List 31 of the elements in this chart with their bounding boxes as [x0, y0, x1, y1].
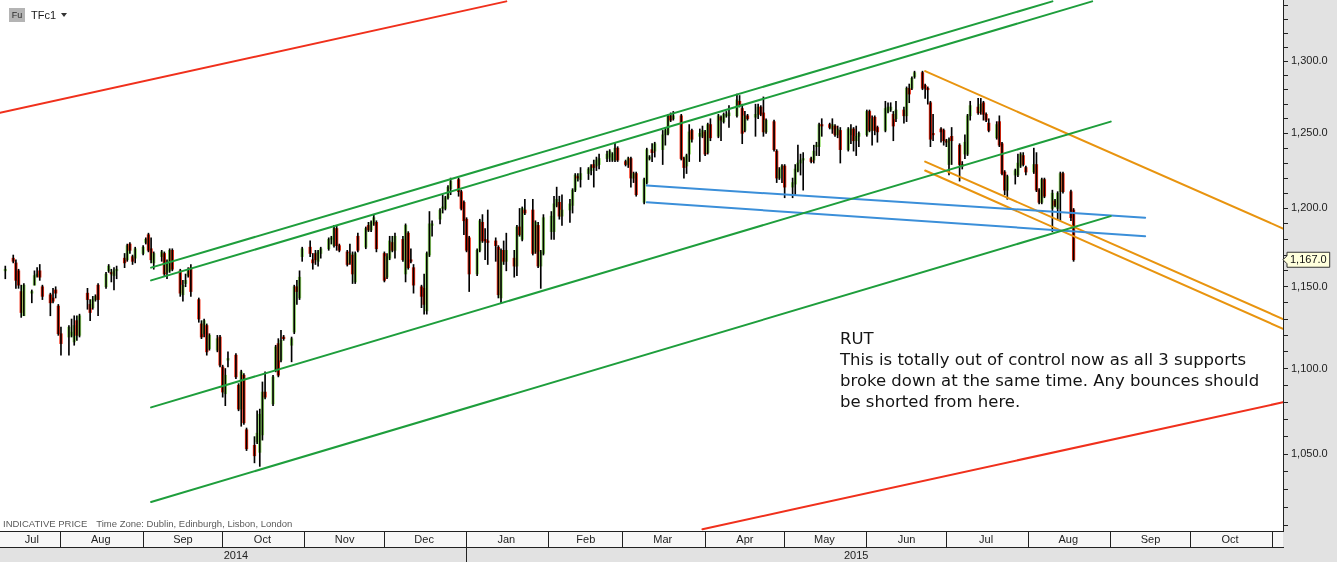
x-tick-label: Dec: [414, 532, 435, 545]
x-tick-label: Jul: [24, 532, 39, 545]
x-tick-label: Oct: [1221, 532, 1239, 545]
y-tick-label: 1,200.0: [1291, 201, 1328, 214]
x2-tick-label: 2014: [223, 548, 249, 561]
x-tick-label: Mar: [653, 532, 673, 545]
annotation: INDICATIVE PRICE: [3, 518, 88, 529]
x-tick-label: Aug: [90, 532, 111, 545]
annotation: RUT: [840, 329, 875, 349]
x-tick-label: Oct: [253, 532, 271, 545]
x-tick-label: Apr: [736, 532, 754, 545]
annotation: This is totally out of control now as all 3 supports broke down at the same time. Any bounces should be shorted from here.: [839, 350, 1260, 412]
y-tick-label: 1,250.0: [1291, 126, 1328, 139]
annotation: Fu: [9, 8, 25, 22]
y-tick-label: 1,150.0: [1291, 279, 1328, 292]
x-tick-label: May: [814, 532, 836, 545]
x-tick-label: Sep: [173, 532, 193, 545]
x2-tick-label: 2015: [843, 548, 869, 561]
x-tick-label: Aug: [1058, 532, 1079, 545]
text: TFc1: [31, 9, 57, 21]
x-tick-label: Jun: [897, 532, 916, 545]
x-tick-label: Sep: [1140, 532, 1161, 545]
x-tick-label: Nov: [334, 532, 355, 545]
text: 1,167.0: [1290, 253, 1327, 266]
y-tick-label: 1,100.0: [1291, 361, 1328, 374]
x-tick-label: Jul: [979, 532, 994, 545]
x-tick-label: Feb: [576, 532, 596, 545]
annotation: Time Zone: Dublin, Edinburgh, Lisbon, London: [96, 518, 293, 529]
y-tick-label: 1,050.0: [1291, 447, 1328, 460]
y-tick-label: 1,300.0: [1291, 54, 1328, 67]
x-tick-label: Jan: [497, 532, 516, 545]
